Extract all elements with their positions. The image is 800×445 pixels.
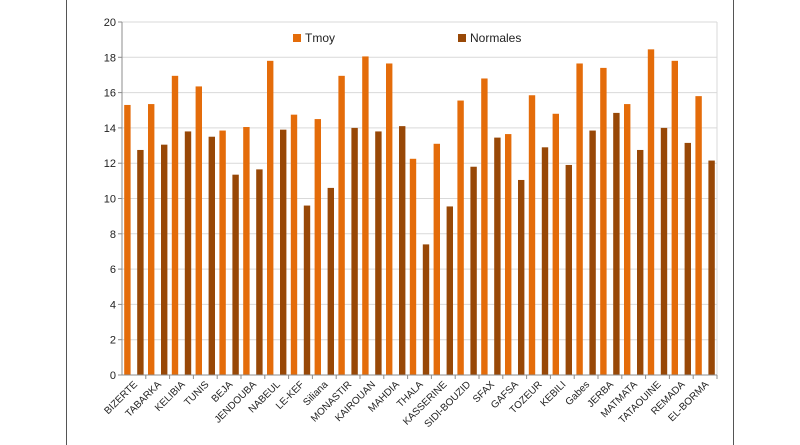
bar-normales-nabeul: [280, 129, 287, 375]
legend: Tmoy Normales: [293, 31, 521, 45]
legend-swatch-normales: [458, 34, 466, 42]
y-tick-label: 20: [104, 17, 116, 29]
bar-tmoy-el-borma: [695, 96, 702, 375]
bar-normales-kairouan: [375, 131, 382, 375]
bar-tmoy-sidi-bouzid: [457, 100, 464, 375]
legend-label-normales: Normales: [470, 31, 521, 45]
legend-swatch-tmoy: [293, 34, 301, 42]
y-tick-label: 6: [110, 264, 116, 276]
x-tick-label: KEBILI: [539, 379, 569, 409]
bar-normales-el-borma: [708, 160, 715, 375]
bar-normales-sidi-bouzid: [470, 166, 477, 375]
bar-normales-tozeur: [541, 147, 549, 375]
bar-normales-jendouba: [256, 169, 263, 375]
bars: [124, 49, 715, 376]
y-tick-label: 2: [110, 335, 116, 347]
bar-tmoy-kelibia: [171, 75, 179, 376]
bar-normales-tunis: [208, 136, 215, 375]
bar-tmoy-gafsa: [505, 134, 512, 375]
y-tick-label: 18: [104, 52, 116, 64]
y-tick-label: 0: [110, 370, 116, 382]
bar-tmoy-tunis: [195, 86, 202, 376]
bar-tmoy-kebili: [552, 113, 559, 375]
bar-normales-kebili: [565, 164, 572, 375]
bar-normales-jerba: [613, 112, 620, 376]
bar-tmoy-kairouan: [362, 56, 369, 375]
bar-normales-sfax: [494, 137, 501, 375]
bar-tmoy-sfax: [481, 78, 488, 375]
bar-tmoy-nabeul: [267, 60, 274, 376]
bar-normales-kelibia: [184, 131, 192, 375]
y-tick-label: 12: [104, 158, 116, 170]
y-tick-label: 8: [110, 229, 116, 241]
bar-tmoy-tozeur: [528, 95, 536, 375]
bar-tmoy-thala: [409, 158, 417, 375]
bar-normales-monastir: [351, 127, 358, 376]
bar-tmoy-tabarka: [148, 104, 155, 375]
bar-tmoy-monastir: [338, 75, 345, 376]
y-tick-label: 10: [104, 194, 116, 206]
bar-tmoy-gabes: [576, 63, 583, 375]
bar-tmoy-siliana: [314, 119, 321, 375]
bar-normales-gafsa: [518, 179, 525, 375]
bar-normales-tataouine: [660, 127, 668, 376]
bar-tmoy-matmata: [624, 104, 631, 375]
bar-normales-tabarka: [161, 144, 168, 375]
bar-normales-remada: [684, 142, 691, 375]
bar-normales-beja: [232, 174, 239, 375]
bar-normales-gabes: [589, 130, 596, 375]
y-tick-label: 14: [104, 123, 116, 135]
y-tick-label: 4: [110, 299, 116, 311]
legend-label-tmoy: Tmoy: [305, 31, 335, 45]
bar-normales-thala: [422, 244, 430, 375]
right-border-line: [733, 0, 734, 445]
x-tick-label: TUNIS: [182, 379, 211, 408]
bar-normales-matmata: [637, 149, 644, 375]
bar-normales-mahdia: [399, 126, 406, 375]
bar-normales-kasserine: [446, 206, 453, 375]
bar-tmoy-mahdia: [386, 63, 393, 375]
bar-tmoy-kasserine: [433, 143, 440, 375]
bar-tmoy-tataouine: [647, 49, 655, 376]
bar-tmoy-beja: [219, 130, 226, 375]
bar-tmoy-jerba: [600, 67, 607, 375]
bar-normales-le-kef: [303, 205, 311, 375]
bar-tmoy-jendouba: [243, 127, 250, 375]
y-tick-label: 16: [104, 88, 116, 100]
left-border-line: [66, 0, 67, 445]
bar-tmoy-le-kef: [290, 114, 298, 375]
bar-tmoy-bizerte: [124, 104, 131, 375]
bar-normales-siliana: [327, 187, 334, 375]
bar-normales-bizerte: [137, 149, 144, 375]
bar-tmoy-remada: [671, 60, 678, 376]
